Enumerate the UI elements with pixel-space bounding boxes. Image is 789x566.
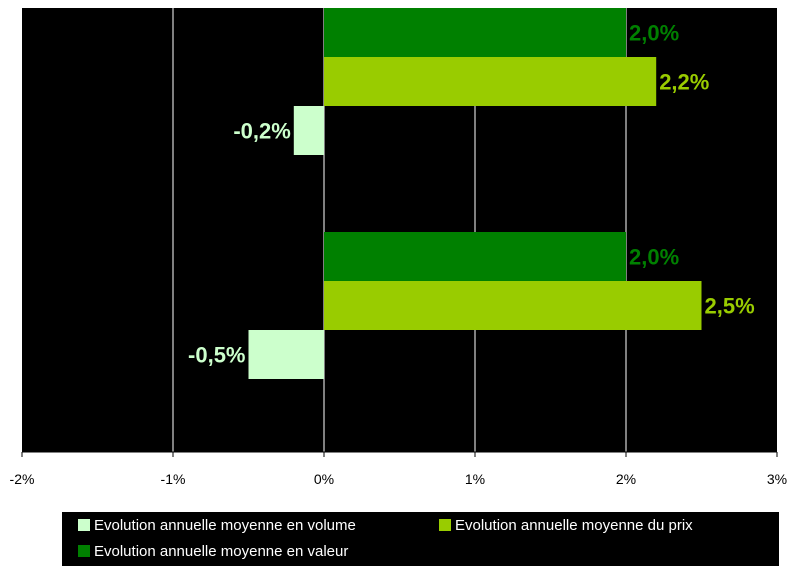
- bar-prix: [324, 57, 657, 106]
- data-label: -0,5%: [188, 343, 245, 368]
- data-label: 2,5%: [705, 294, 755, 319]
- legend-item-volume: Evolution annuelle moyenne en volume: [78, 515, 356, 535]
- data-label: 2,0%: [629, 245, 679, 270]
- data-labels: 2,0% 2,2% -0,2% 2,0% 2,5% -0,5%: [188, 21, 755, 368]
- x-tick-label: -1%: [161, 471, 186, 487]
- data-label: 2,0%: [629, 21, 679, 46]
- bars: [248, 8, 702, 379]
- x-tick-label: 0%: [314, 471, 334, 487]
- bar-chart: 2,0% 2,2% -0,2% 2,0% 2,5% -0,5% -2% -1% 0% 1% 2% 3…: [10, 8, 787, 487]
- legend-swatch-valeur: [78, 545, 90, 557]
- bar-volume: [248, 330, 324, 379]
- x-tick-label: -2%: [10, 471, 35, 487]
- x-tick-label: 3%: [767, 471, 787, 487]
- bar-valeur: [324, 8, 626, 57]
- legend-swatch-prix: [439, 519, 451, 531]
- legend-swatch-volume: [78, 519, 90, 531]
- x-axis-ticks: -2% -1% 0% 1% 2% 3%: [10, 451, 787, 487]
- legend-item-valeur: Evolution annuelle moyenne en valeur: [78, 541, 348, 561]
- bar-volume: [293, 106, 324, 155]
- x-tick-label: 2%: [616, 471, 636, 487]
- legend: Evolution annuelle moyenne en volume Evo…: [62, 512, 779, 566]
- data-label: 2,2%: [659, 70, 709, 95]
- bar-prix: [324, 281, 702, 330]
- x-tick-label: 1%: [465, 471, 485, 487]
- legend-label-volume: Evolution annuelle moyenne en volume: [94, 516, 356, 534]
- data-label: -0,2%: [233, 119, 290, 144]
- bar-valeur: [324, 232, 626, 281]
- legend-item-prix: Evolution annuelle moyenne du prix: [439, 515, 693, 535]
- legend-label-valeur: Evolution annuelle moyenne en valeur: [94, 542, 349, 560]
- legend-label-prix: Evolution annuelle moyenne du prix: [455, 516, 693, 534]
